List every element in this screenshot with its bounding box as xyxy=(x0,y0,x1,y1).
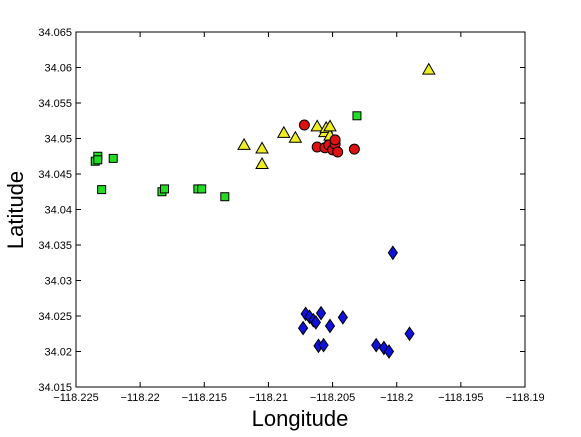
triangle-point xyxy=(421,62,436,75)
y-tick-label: 34.04 xyxy=(44,205,72,217)
x-tick-label: −118.2 xyxy=(380,392,413,404)
diamond-point xyxy=(297,320,309,336)
square-point xyxy=(160,184,170,194)
square-point xyxy=(108,153,118,163)
plot-area-frame xyxy=(75,31,526,388)
square-point xyxy=(220,192,230,202)
triangle-point xyxy=(288,130,303,143)
y-tick-label: 34.015 xyxy=(38,382,72,394)
square-point xyxy=(197,184,207,194)
y-tick-label: 34.035 xyxy=(38,240,72,252)
y-tick-label: 34.025 xyxy=(38,311,72,323)
y-tick-label: 34.06 xyxy=(44,63,72,75)
circle-point xyxy=(332,146,344,158)
diamond-point xyxy=(387,245,398,261)
circle-point xyxy=(298,119,310,131)
x-axis-label: Longitude xyxy=(252,406,349,431)
axis-ticks: −118.225 −118.22 −118.215 −118.21 −118.205 −1… xyxy=(38,27,544,404)
triangle-point xyxy=(323,119,337,132)
diamond-point xyxy=(324,318,336,334)
square-point xyxy=(352,111,362,121)
diamond-point xyxy=(383,344,395,359)
triangle-point xyxy=(255,141,269,154)
diamond-point xyxy=(337,310,348,325)
square-point xyxy=(97,185,107,195)
y-tick-label: 34.05 xyxy=(44,134,72,146)
triangle-point xyxy=(276,125,291,138)
triangle-point xyxy=(310,119,325,132)
y-tick-label: 34.03 xyxy=(44,276,72,288)
x-tick-label: −118.22 xyxy=(121,392,160,404)
diamond-point xyxy=(371,337,382,353)
x-tick-label: −118.195 xyxy=(438,392,483,404)
y-tick-label: 34.055 xyxy=(38,98,72,110)
triangle-point xyxy=(255,157,269,170)
x-tick-label: −118.205 xyxy=(310,392,355,404)
x-tick-label: −118.21 xyxy=(249,392,288,404)
circle-point xyxy=(348,143,360,155)
x-tick-label: −118.215 xyxy=(182,392,227,404)
y-tick-label: 34.02 xyxy=(44,347,72,359)
diamond-point xyxy=(404,326,415,342)
triangle-point xyxy=(237,137,251,150)
x-tick-label: −118.225 xyxy=(53,392,98,404)
diamond-point xyxy=(318,337,329,353)
y-axis-label: Latitude xyxy=(3,171,28,249)
circle-point xyxy=(329,134,341,146)
y-tick-label: 34.065 xyxy=(38,27,72,39)
diamond-point xyxy=(310,315,322,330)
diamond-point xyxy=(315,305,327,321)
data-points xyxy=(90,62,436,359)
y-tick-label: 34.045 xyxy=(38,169,72,181)
square-point xyxy=(93,155,103,165)
x-tick-label: −118.19 xyxy=(505,392,544,404)
